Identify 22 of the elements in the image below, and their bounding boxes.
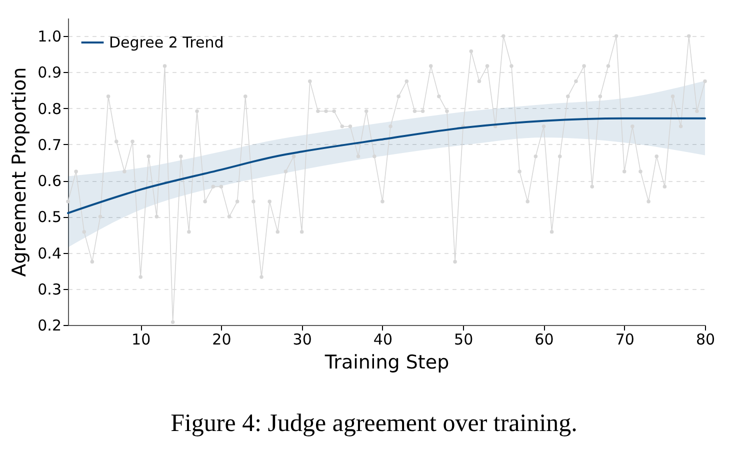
y-tick-label: 0.9 — [38, 64, 62, 82]
y-tick-label: 0.2 — [38, 316, 62, 334]
y-axis-title: Agreement Proportion — [8, 67, 31, 277]
x-tick-label: 20 — [212, 330, 232, 348]
x-axis-title: Training Step — [324, 352, 450, 374]
line-series — [67, 117, 706, 214]
legend-label: Degree 2 Trend — [109, 34, 224, 52]
x-tick-label: 70 — [615, 330, 634, 348]
y-tick-label: 0.5 — [38, 208, 62, 226]
y-tick-label: 0.3 — [38, 280, 62, 298]
x-tick-label: 10 — [132, 330, 151, 348]
x-tick-label: 60 — [534, 330, 554, 348]
caption: Figure 4: Judge agreement over training. — [170, 410, 578, 438]
x-tick-label: 40 — [373, 330, 393, 348]
x-tick-label: 80 — [696, 330, 716, 348]
x-tick-label: 30 — [292, 330, 312, 348]
y-tick-label: 0.7 — [38, 136, 62, 154]
y-tick-label: 1.0 — [38, 28, 62, 46]
x-tick-label: 50 — [454, 330, 474, 348]
y-tick-label: 0.6 — [38, 172, 62, 190]
y-tick-label: 0.4 — [38, 244, 62, 262]
y-tick-label: 0.8 — [38, 100, 62, 118]
